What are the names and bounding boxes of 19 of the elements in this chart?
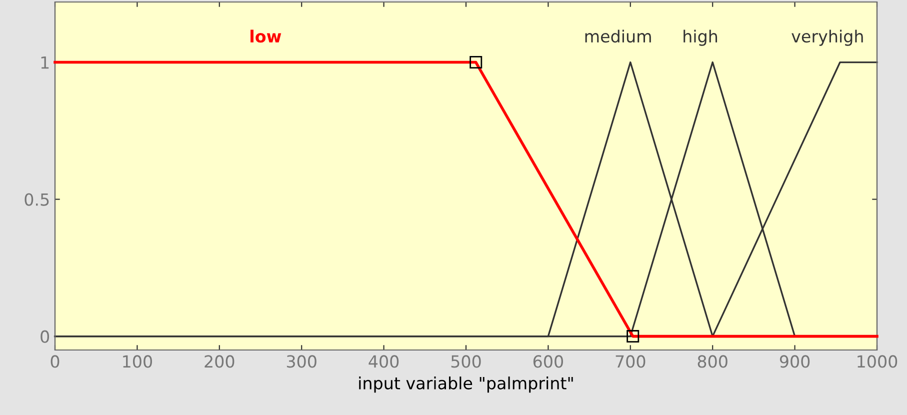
series-label: high xyxy=(684,30,718,46)
x-axis-title: input variable "palmprint" xyxy=(359,376,573,393)
x-tick-label: 300 xyxy=(286,355,316,368)
y-tick-label: 0.5 xyxy=(24,193,49,206)
x-tick-label: 1000 xyxy=(858,355,898,368)
series-label: medium xyxy=(585,30,651,43)
x-tick-label: 0 xyxy=(50,355,60,368)
x-tick-label: 600 xyxy=(533,355,563,368)
y-tick-label: 0 xyxy=(40,330,50,343)
x-tick-label: 800 xyxy=(698,355,728,368)
x-tick-label: 500 xyxy=(451,355,481,368)
series-label: low xyxy=(250,30,282,43)
series-label: veryhigh xyxy=(792,30,863,46)
x-tick-label: 900 xyxy=(780,355,810,368)
x-tick-label: 200 xyxy=(204,355,234,368)
x-tick-label: 100 xyxy=(123,355,152,368)
x-tick-label: 700 xyxy=(616,355,646,368)
x-tick-label: 400 xyxy=(368,355,399,368)
y-tick-label: 1 xyxy=(41,56,49,69)
